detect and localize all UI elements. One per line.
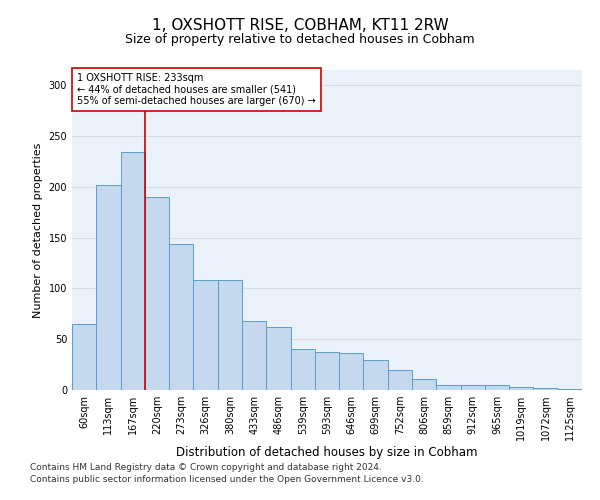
Bar — [193, 280, 218, 390]
Bar — [218, 280, 242, 390]
Bar — [461, 385, 485, 390]
Text: Contains HM Land Registry data © Crown copyright and database right 2024.: Contains HM Land Registry data © Crown c… — [30, 464, 382, 472]
Bar — [315, 352, 339, 390]
X-axis label: Distribution of detached houses by size in Cobham: Distribution of detached houses by size … — [176, 446, 478, 459]
Bar — [96, 185, 121, 390]
Bar — [266, 327, 290, 390]
Bar — [412, 379, 436, 390]
Bar — [121, 152, 145, 390]
Bar — [533, 388, 558, 390]
Bar — [388, 370, 412, 390]
Text: 1, OXSHOTT RISE, COBHAM, KT11 2RW: 1, OXSHOTT RISE, COBHAM, KT11 2RW — [152, 18, 448, 32]
Bar — [509, 387, 533, 390]
Bar — [364, 360, 388, 390]
Bar — [558, 389, 582, 390]
Bar — [242, 321, 266, 390]
Text: Contains public sector information licensed under the Open Government Licence v3: Contains public sector information licen… — [30, 474, 424, 484]
Text: 1 OXSHOTT RISE: 233sqm
← 44% of detached houses are smaller (541)
55% of semi-de: 1 OXSHOTT RISE: 233sqm ← 44% of detached… — [77, 73, 316, 106]
Bar — [339, 354, 364, 390]
Bar — [485, 385, 509, 390]
Text: Size of property relative to detached houses in Cobham: Size of property relative to detached ho… — [125, 32, 475, 46]
Bar — [72, 324, 96, 390]
Bar — [436, 385, 461, 390]
Bar — [169, 244, 193, 390]
Y-axis label: Number of detached properties: Number of detached properties — [33, 142, 43, 318]
Bar — [290, 350, 315, 390]
Bar — [145, 197, 169, 390]
